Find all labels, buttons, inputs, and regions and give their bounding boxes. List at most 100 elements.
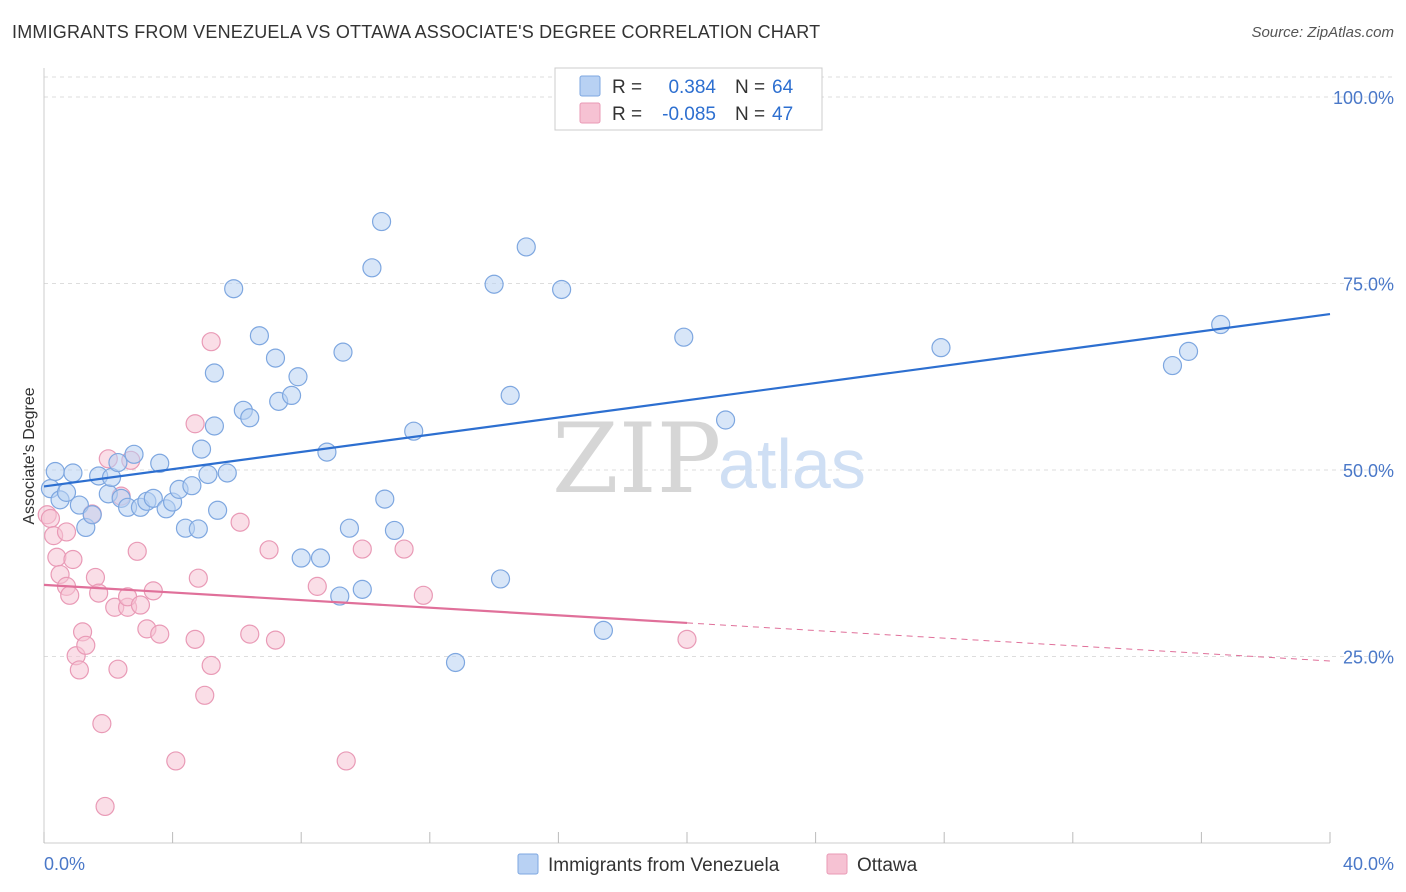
stats-legend-swatch-pink bbox=[579, 102, 601, 124]
venezuela-point bbox=[500, 385, 520, 405]
ottawa-point bbox=[230, 512, 250, 532]
series-legend: Immigrants from Venezuela Ottawa bbox=[517, 853, 918, 876]
ottawa-point bbox=[413, 585, 433, 605]
chart-source: Source: ZipAtlas.com bbox=[1251, 24, 1394, 41]
venezuela-point bbox=[715, 410, 736, 430]
stats-legend-r-value-1: 0.384 bbox=[668, 77, 716, 98]
ottawa-point bbox=[166, 751, 186, 771]
chart-title: IMMIGRANTS FROM VENEZUELA VS OTTAWA ASSO… bbox=[12, 22, 821, 42]
venezuela-point bbox=[150, 453, 170, 473]
ottawa-point bbox=[40, 508, 61, 529]
venezuela-point bbox=[182, 476, 202, 496]
venezuela-point bbox=[317, 442, 337, 462]
ottawa-point bbox=[130, 595, 151, 615]
ottawa-point bbox=[195, 685, 215, 705]
venezuela-point bbox=[281, 385, 302, 405]
ottawa-point bbox=[185, 414, 205, 434]
venezuela-point bbox=[674, 327, 694, 347]
ottawa-point bbox=[201, 332, 221, 352]
ottawa-point bbox=[188, 568, 208, 588]
venezuela-point bbox=[593, 620, 614, 640]
series-legend-label-venezuela: Immigrants from Venezuela bbox=[548, 855, 780, 876]
venezuela-point bbox=[330, 586, 350, 606]
venezuela-point bbox=[288, 367, 308, 387]
gridlines bbox=[44, 76, 1392, 657]
venezuela-point bbox=[552, 279, 572, 300]
ottawa-point bbox=[63, 549, 83, 570]
venezuela-point bbox=[931, 338, 951, 358]
venezuela-point bbox=[291, 548, 311, 568]
trend-lines bbox=[43, 312, 1331, 662]
ottawa-points bbox=[37, 332, 697, 817]
ottawa-point bbox=[265, 630, 286, 650]
stats-legend-n-label-2: N = bbox=[735, 104, 765, 125]
ottawa-point bbox=[76, 635, 96, 655]
watermark-atlas-text: atlas bbox=[718, 425, 866, 503]
venezuela-point bbox=[1162, 355, 1183, 376]
venezuela-point bbox=[265, 348, 286, 368]
y-axis-label: Associate's Degree bbox=[21, 387, 38, 524]
stats-legend: R = 0.384 N = 64 R = -0.085 N = 47 bbox=[554, 67, 823, 131]
venezuela-point bbox=[484, 274, 504, 294]
venezuela-point bbox=[1178, 341, 1199, 361]
ottawa-point bbox=[92, 714, 112, 734]
venezuela-point bbox=[204, 363, 224, 383]
venezuela-point bbox=[362, 258, 382, 278]
venezuela-point bbox=[1211, 314, 1231, 335]
x-ticks bbox=[43, 832, 1331, 843]
ottawa-point bbox=[185, 629, 205, 649]
ottawa-point bbox=[108, 659, 128, 679]
venezuela-trend-line bbox=[43, 312, 1331, 488]
y-tick-label: 100.0% bbox=[1333, 88, 1394, 108]
stats-legend-r-label-2: R = bbox=[612, 104, 642, 125]
ottawa-point bbox=[47, 547, 67, 567]
ottawa-point bbox=[95, 796, 115, 817]
venezuela-point bbox=[82, 505, 102, 525]
x-tick-label-max: 40.0% bbox=[1343, 854, 1394, 874]
venezuela-point bbox=[217, 463, 237, 483]
venezuela-point bbox=[339, 518, 360, 538]
ottawa-trend-extension bbox=[686, 622, 1331, 662]
venezuela-point bbox=[224, 279, 244, 299]
venezuela-point bbox=[333, 342, 353, 362]
ottawa-point bbox=[394, 539, 414, 559]
ottawa-point bbox=[56, 522, 77, 542]
venezuela-point bbox=[63, 463, 83, 483]
venezuela-point bbox=[188, 519, 208, 539]
venezuela-point bbox=[371, 211, 392, 232]
series-legend-swatch-venezuela bbox=[517, 853, 539, 875]
venezuela-point bbox=[45, 461, 65, 482]
venezuela-point bbox=[204, 416, 224, 436]
ottawa-point bbox=[60, 585, 80, 605]
ottawa-trend-line bbox=[43, 583, 688, 625]
venezuela-point bbox=[249, 326, 270, 346]
venezuela-point bbox=[375, 489, 395, 509]
stats-legend-n-value-1: 64 bbox=[772, 77, 794, 98]
venezuela-point bbox=[490, 569, 511, 589]
venezuela-point bbox=[198, 464, 218, 485]
x-tick-label-min: 0.0% bbox=[44, 854, 85, 874]
ottawa-point bbox=[336, 751, 356, 771]
venezuela-point bbox=[310, 548, 331, 568]
ottawa-point bbox=[69, 660, 89, 680]
y-tick-labels: 25.0% 50.0% 75.0% 100.0% bbox=[1333, 88, 1394, 668]
y-tick-label: 25.0% bbox=[1343, 648, 1394, 668]
y-tick-label: 50.0% bbox=[1343, 461, 1394, 481]
venezuela-point bbox=[124, 444, 144, 464]
y-tick-label: 75.0% bbox=[1343, 275, 1394, 295]
stats-legend-r-value-2: -0.085 bbox=[662, 104, 716, 125]
stats-legend-swatch-blue bbox=[579, 75, 601, 97]
stats-legend-n-value-2: 47 bbox=[772, 104, 793, 125]
venezuela-point bbox=[384, 520, 405, 541]
watermark: ZIP atlas bbox=[552, 403, 866, 515]
ottawa-point bbox=[352, 539, 372, 559]
venezuela-point bbox=[143, 488, 163, 508]
ottawa-point bbox=[127, 541, 147, 561]
venezuela-point bbox=[191, 439, 212, 459]
venezuela-point bbox=[69, 495, 89, 515]
ottawa-point bbox=[85, 567, 106, 588]
venezuela-point bbox=[516, 237, 536, 257]
series-legend-swatch-ottawa bbox=[826, 853, 848, 875]
ottawa-point bbox=[307, 576, 327, 596]
